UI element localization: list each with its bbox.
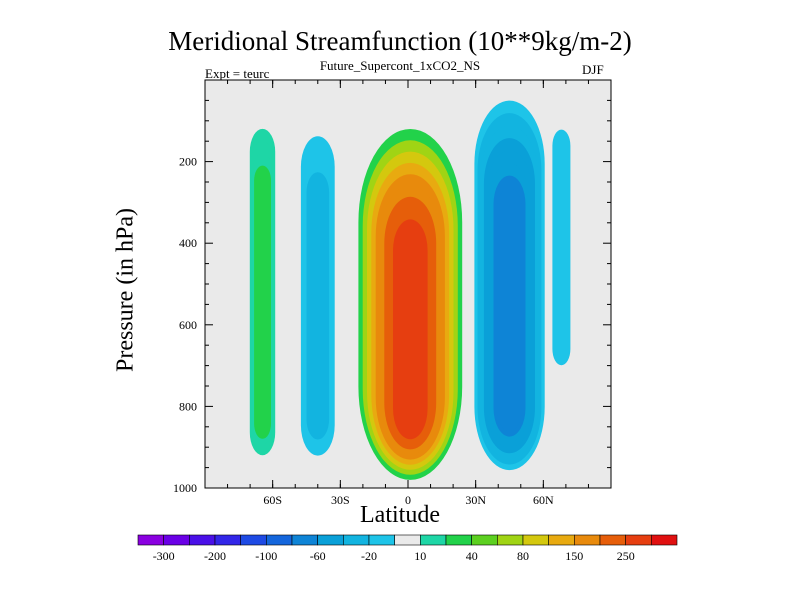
colorbar-swatch (266, 534, 293, 546)
colorbar-swatch (445, 534, 472, 546)
colorbar-swatch (317, 534, 344, 546)
x-tick-label: 60N (533, 493, 554, 507)
y-tick-label: 600 (179, 318, 197, 332)
colorbar-swatch (291, 534, 318, 546)
season-label: DJF (582, 62, 604, 77)
colorbar-swatch (137, 534, 164, 546)
chart-subtitle: Future_Supercont_1xCO2_NS (319, 58, 481, 73)
colorbar-label: 10 (414, 549, 426, 563)
colorbar-swatch (599, 534, 626, 546)
southern-polar-positive-cell-contour-8 (256, 190, 269, 428)
colorbar-swatch (240, 534, 267, 546)
x-tick-label: 0 (405, 493, 411, 507)
northern-midlatitude-negative-cell-contour-8 (496, 188, 523, 431)
colorbar-swatch (497, 534, 524, 546)
axes-layer: 60S 30S 0 30N 60N 200 400 600 800 1000 (173, 80, 611, 507)
colorbar-label: 150 (565, 549, 583, 563)
southern-midlatitude-negative-cell-contour-8 (310, 196, 326, 429)
hadley-positive-cell-contour-8 (393, 219, 428, 440)
chart-title: Meridional Streamfunction (10**9kg/m-2) (168, 26, 632, 56)
colorbar-swatch (163, 534, 190, 546)
colorbar-swatch (471, 534, 498, 546)
contour-fill-layer (245, 88, 575, 480)
y-tick-label: 400 (179, 236, 197, 250)
northern-polar-negative-cell-contour-8 (556, 166, 566, 349)
colorbar-swatch (651, 534, 678, 546)
colorbar-swatch (214, 534, 241, 546)
y-tick-label: 800 (179, 399, 197, 413)
colorbar-swatch (548, 534, 575, 546)
colorbar-label: 80 (517, 549, 529, 563)
colorbar-swatch (394, 534, 421, 546)
colorbar-swatch (343, 534, 370, 546)
colorbar-label: -200 (204, 549, 226, 563)
colorbar-label: -100 (255, 549, 277, 563)
colorbar: -300 -200 -100 -60 -20 10 40 80 150 250 (137, 534, 678, 563)
experiment-label: Expt = teurc (205, 66, 270, 81)
colorbar-label: -60 (310, 549, 326, 563)
colorbar-swatch (189, 534, 216, 546)
colorbar-swatch (625, 534, 652, 546)
x-tick-label: 30S (331, 493, 350, 507)
colorbar-swatch (368, 534, 395, 546)
x-tick-label: 60S (263, 493, 282, 507)
y-tick-label: 200 (179, 155, 197, 169)
colorbar-swatch (522, 534, 549, 546)
colorbar-swatch (574, 534, 601, 546)
colorbar-label: -300 (153, 549, 175, 563)
colorbar-label: 40 (466, 549, 478, 563)
colorbar-label: -20 (361, 549, 377, 563)
colorbar-swatch (420, 534, 447, 546)
y-tick-label: 1000 (173, 481, 197, 495)
colorbar-label: 250 (617, 549, 635, 563)
x-axis-title: Latitude (360, 502, 440, 528)
x-tick-label: 30N (465, 493, 486, 507)
